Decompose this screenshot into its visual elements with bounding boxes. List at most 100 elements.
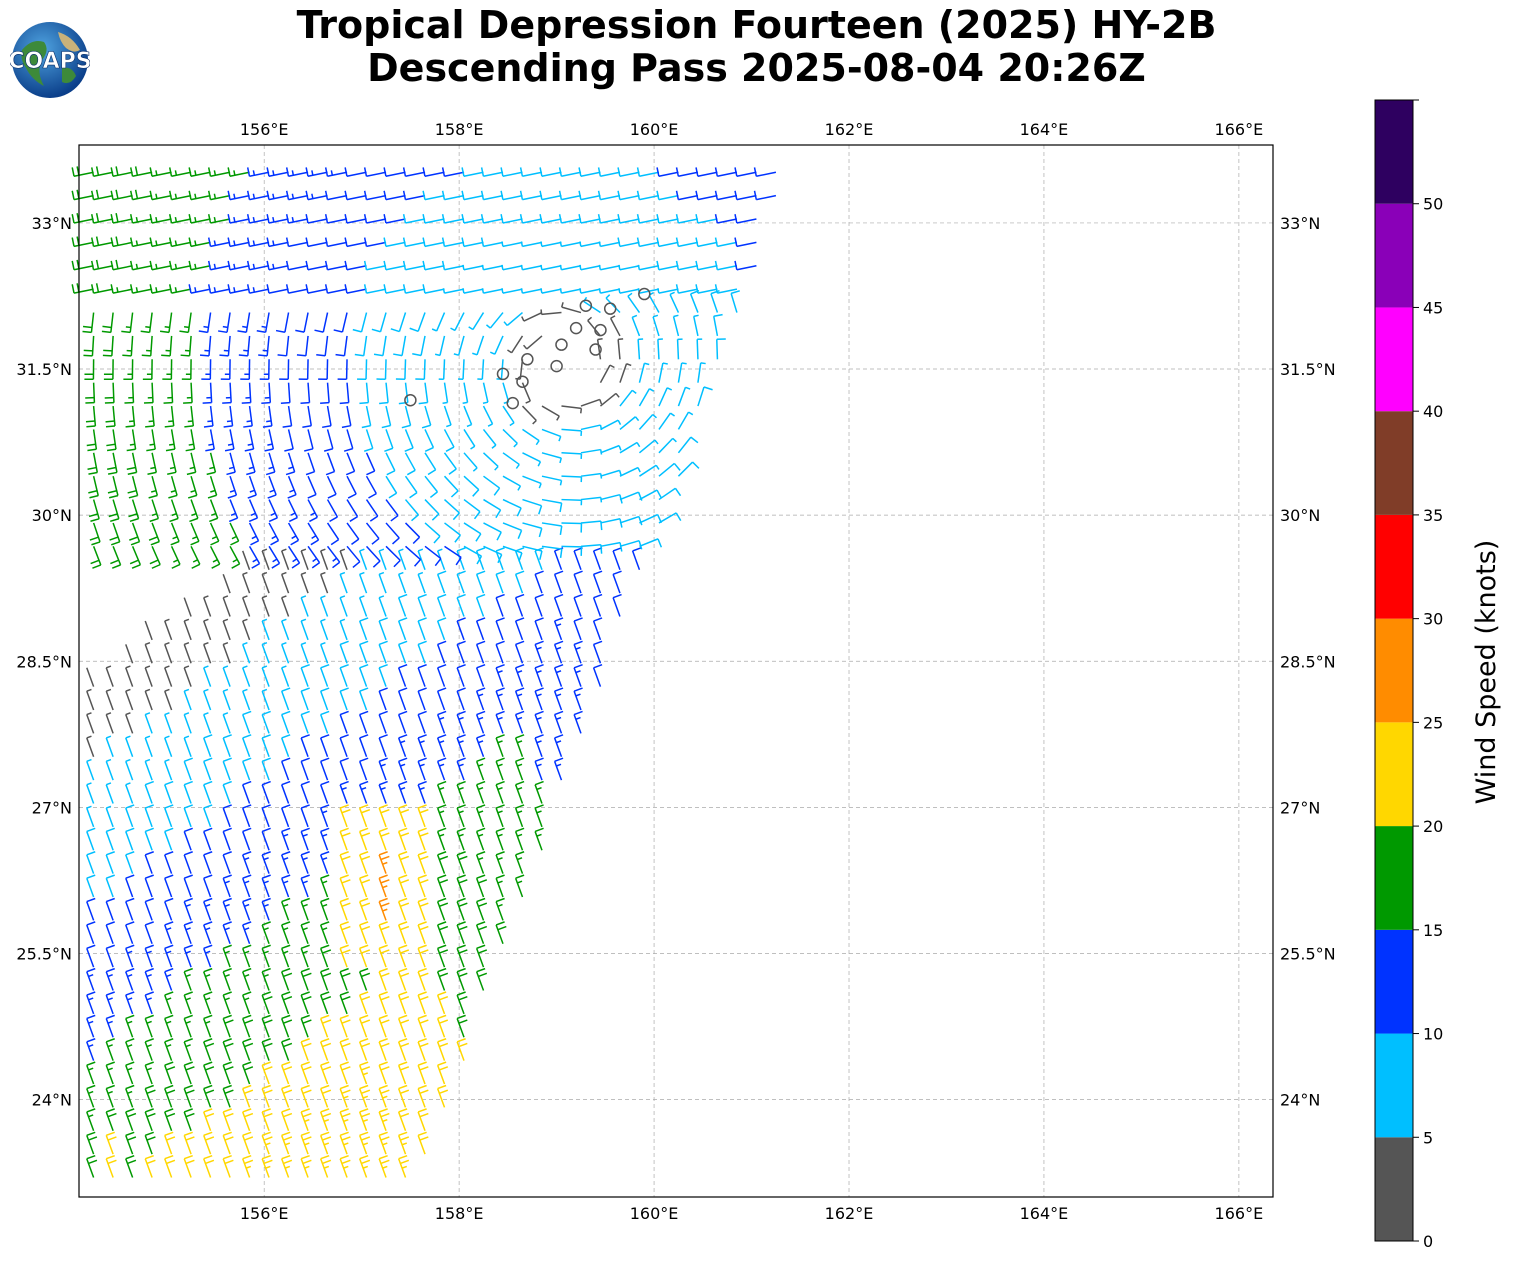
wind-barb [495,734,505,757]
wind-barb [514,617,525,641]
wind-barb [242,642,251,664]
wind-barb [280,874,291,898]
wind-barb [580,496,603,503]
wind-barb [147,452,158,475]
wind-barb [456,757,466,781]
wind-barb [436,1014,449,1038]
calm-circle [404,393,417,407]
wind-barb [495,617,505,641]
wind-barb [242,1108,254,1132]
wind-barb [450,312,465,332]
wind-barb [475,967,488,991]
wind-barb [695,260,718,271]
wind-barb [144,851,154,874]
wind-barb [339,382,350,405]
wind-barb [242,1131,254,1155]
wind-barb [734,167,757,177]
wind-barb [164,897,174,921]
wind-barb [237,312,251,334]
wind-barb [580,520,603,531]
wind-barb [444,499,460,521]
wind-barb [397,944,410,968]
wind-barb [207,260,231,271]
wind-barb [397,780,408,804]
wind-barb [456,851,468,874]
wind-barb [144,1154,156,1178]
wind-barb [600,493,623,504]
wind-barb [695,237,718,248]
wind-barb [261,1061,273,1085]
wind-barb [183,712,192,734]
wind-barb [168,167,192,177]
wind-barb [105,944,115,968]
wind-barb [378,664,388,687]
wind-barb [358,595,368,617]
wind-barb [395,359,407,381]
wind-barb [600,469,622,477]
wind-barb [246,284,270,294]
wind-barb [456,687,466,711]
wind-barb [519,167,543,177]
wind-barb [261,571,270,594]
wind-barb [383,237,406,248]
wind-barb [358,944,371,968]
wind-barb [592,664,603,687]
wind-barb [184,405,195,428]
wind-barb [339,548,348,570]
wind-barb [282,405,293,428]
wind-barb [587,316,602,337]
wind-barb [358,991,371,1015]
wind-barb [316,335,329,357]
wind-barb [198,312,212,334]
wind-barb [619,539,643,550]
axis-tick-labels: 156°E 156°E 158°E 158°E 160°E 160°E 162°E 162°E… [16,120,1335,1223]
wind-barb [612,593,622,617]
wind-barb [618,288,640,294]
wind-barb [203,405,214,428]
wind-barb [619,515,643,526]
wind-barb [339,734,349,757]
wind-barb [462,382,469,404]
wind-barb [71,236,94,248]
wind-barb [207,475,218,499]
wind-barb [541,522,563,535]
wind-barb [456,967,468,991]
wind-barb [658,437,677,454]
wind-barb [242,688,251,711]
wind-barb [424,475,439,499]
wind-barb [443,405,452,428]
wind-barb [105,1131,117,1155]
lat-tick-label-right: 30°N [1280,506,1320,525]
wind-barb [404,475,418,499]
wind-barb [514,593,525,617]
wind-barb [264,429,275,452]
wind-barb [324,214,348,224]
wind-barb [638,439,659,454]
wind-barb [88,499,100,522]
wind-barb [305,167,328,177]
wind-barb [676,338,683,360]
wind-barb [222,827,232,851]
wind-barb [339,1084,351,1108]
wind-barb [378,710,388,734]
wind-barb [300,944,310,968]
wind-barb [495,687,505,711]
wind-barb [378,827,390,851]
wind-barb [522,335,543,350]
wind-barb [358,1108,371,1132]
wind-barb [110,236,133,248]
wind-barb [105,758,114,781]
wind-barb [125,688,134,711]
wind-barb [605,294,621,314]
wind-barb [553,593,564,617]
wind-barb [461,214,484,224]
wind-barb [417,710,427,734]
wind-barb [365,545,381,568]
wind-barb [397,617,408,641]
wind-barb [242,550,251,570]
wind-barb [129,214,153,224]
wind-barb [86,805,95,828]
lon-tick-label-bottom: 158°E [435,1204,484,1223]
wind-barb [144,780,154,804]
wind-barb [105,827,115,851]
